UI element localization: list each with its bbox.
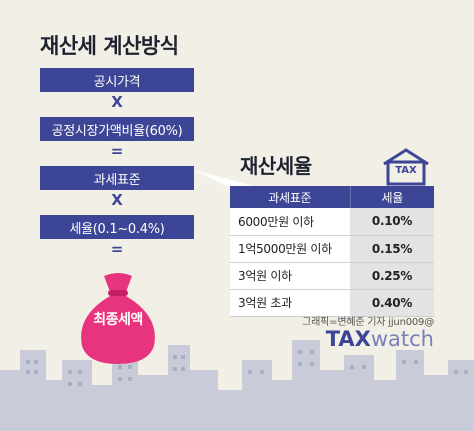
multiply-operator: X bbox=[111, 93, 123, 111]
rate-cell: 0.25% bbox=[350, 262, 434, 290]
money-bag-icon: 최종세액 bbox=[68, 268, 168, 368]
multiply-operator: X bbox=[111, 191, 123, 209]
flow-step-tax-base: 과세표준 bbox=[40, 166, 194, 190]
rate-cell: 0.40% bbox=[350, 289, 434, 317]
logo-part-tax: TAX bbox=[325, 327, 371, 351]
equals-operator: = bbox=[110, 142, 124, 160]
column-header-tax-base: 과세표준 bbox=[230, 186, 351, 208]
city-skyline-illustration bbox=[0, 340, 474, 431]
taxwatch-logo: TAXwatch bbox=[326, 327, 434, 351]
rate-cell: 0.15% bbox=[350, 235, 434, 263]
flow-step-tax-rate: 세율(0.1~0.4%) bbox=[40, 215, 194, 239]
tax-base-cell: 1억5000만원 이하 bbox=[230, 235, 350, 263]
graphic-credit: 그래픽=변혜준 기자 jjun009@ bbox=[302, 317, 434, 328]
rate-cell: 0.10% bbox=[350, 208, 434, 236]
page-title: 재산세 계산방식 bbox=[40, 34, 179, 58]
tax-icon-label: TAX bbox=[395, 165, 417, 176]
tax-base-cell: 6000만원 이하 bbox=[230, 208, 350, 236]
tax-base-cell: 3억원 이하 bbox=[230, 262, 350, 290]
table-row: 3억원 이하 0.25% bbox=[230, 262, 434, 290]
table-row: 1억5000만원 이하 0.15% bbox=[230, 235, 434, 263]
table-row: 6000만원 이하 0.10% bbox=[230, 208, 434, 236]
flow-step-official-price: 공시가격 bbox=[40, 68, 194, 92]
tax-base-cell: 3억원 초과 bbox=[230, 289, 350, 317]
tax-house-icon: TAX bbox=[378, 148, 434, 186]
logo-part-watch: watch bbox=[370, 327, 434, 351]
table-row: 3억원 초과 0.40% bbox=[230, 289, 434, 317]
final-tax-label: 최종세액 bbox=[93, 312, 143, 328]
tax-rate-table: 과세표준 세율 6000만원 이하 0.10% 1억5000만원 이하 0.15… bbox=[230, 186, 434, 317]
equals-operator: = bbox=[110, 240, 124, 258]
rate-table-title: 재산세율 bbox=[240, 154, 312, 178]
flow-step-fair-market-ratio: 공정시장가액비율(60%) bbox=[40, 117, 194, 141]
column-header-rate: 세율 bbox=[350, 186, 434, 208]
